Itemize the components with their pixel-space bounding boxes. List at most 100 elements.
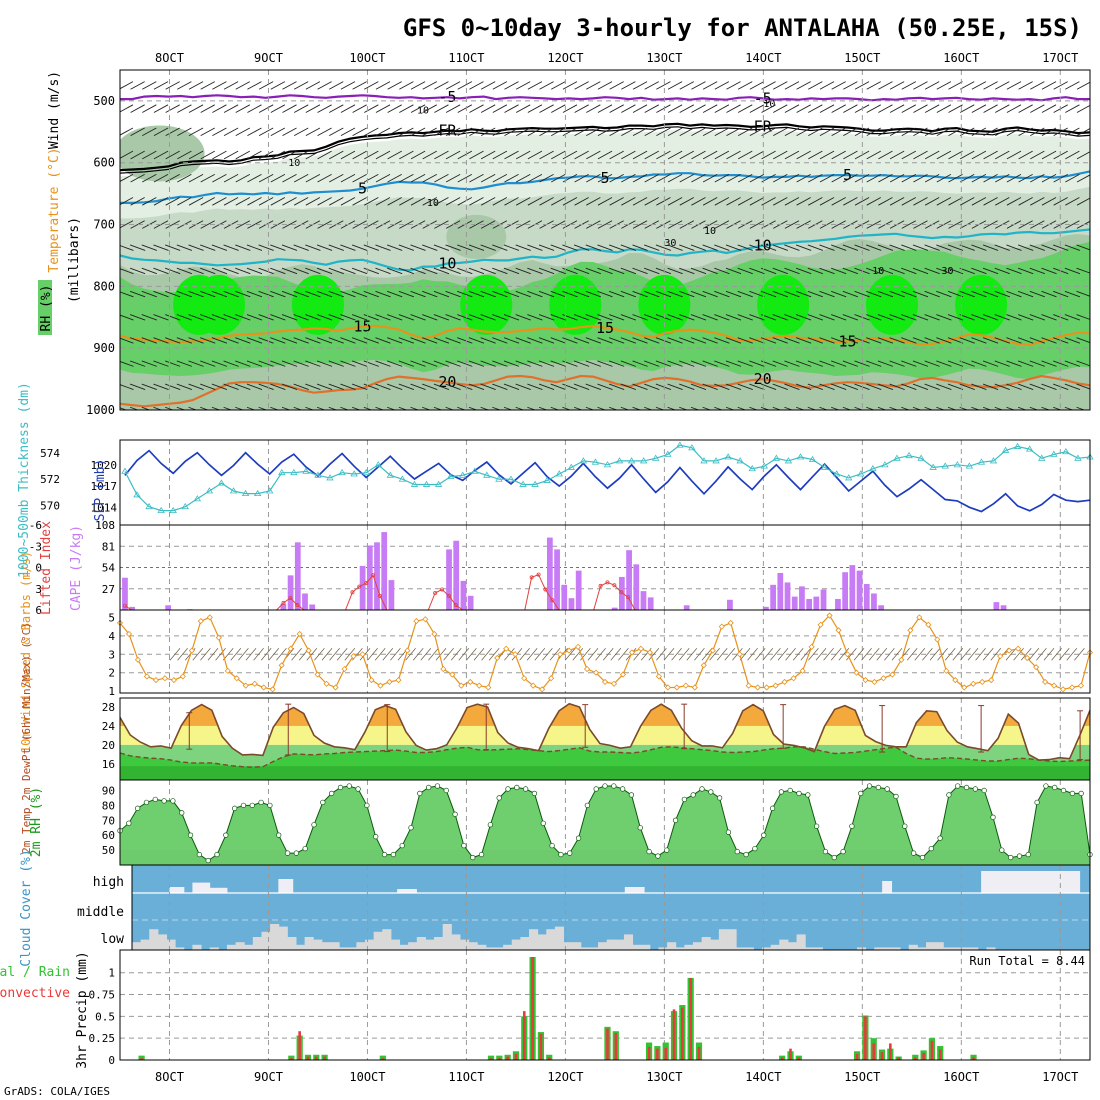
precip-conv-bar bbox=[664, 1047, 668, 1060]
thickness-marker bbox=[314, 471, 322, 478]
wind-barb bbox=[235, 314, 251, 321]
thickness-marker bbox=[579, 457, 588, 464]
precip-conv-bar bbox=[506, 1056, 509, 1060]
wind-barb bbox=[912, 314, 929, 321]
wind-barb bbox=[819, 360, 835, 367]
surface-wind-barb bbox=[960, 648, 971, 661]
wind-barb bbox=[457, 197, 473, 206]
rh-marker bbox=[761, 832, 767, 838]
wind-speed-marker bbox=[925, 621, 932, 628]
wind-barb bbox=[667, 267, 683, 275]
wind-barb bbox=[153, 406, 163, 410]
wind-barb bbox=[293, 383, 309, 390]
cloud-high-block bbox=[278, 879, 294, 893]
wind-barb bbox=[784, 314, 800, 321]
wind-barb bbox=[258, 314, 274, 321]
wind-barb bbox=[901, 337, 917, 344]
wind-barb bbox=[492, 406, 502, 410]
wind-barb bbox=[328, 360, 344, 367]
cape-bar bbox=[791, 596, 798, 610]
surface-wind-barb bbox=[808, 648, 819, 661]
rh-tick: 50 bbox=[102, 844, 115, 857]
thickness-marker bbox=[676, 441, 684, 448]
cape-bar bbox=[294, 542, 301, 610]
wind-barb bbox=[831, 127, 846, 137]
isotherm-label: 15 bbox=[353, 318, 371, 336]
cape-bar bbox=[374, 542, 380, 610]
wind-barb bbox=[352, 150, 367, 160]
wind-barb bbox=[620, 406, 630, 410]
wind-barb bbox=[129, 406, 139, 410]
rh-marker bbox=[231, 805, 238, 811]
wind-barb bbox=[854, 244, 870, 251]
dewpoint-line bbox=[119, 746, 1091, 768]
wind-barb bbox=[235, 81, 251, 90]
surface-wind-barb bbox=[975, 648, 986, 661]
wind-speed-marker bbox=[619, 671, 627, 678]
wind-barb bbox=[796, 127, 811, 137]
wind-barb bbox=[503, 337, 520, 344]
surface-wind-barb bbox=[846, 648, 857, 661]
surface-wind-barb bbox=[306, 648, 318, 661]
cape-bar bbox=[626, 550, 632, 610]
cape-bar bbox=[640, 591, 647, 610]
wind-barb bbox=[1018, 220, 1033, 229]
cloud-low-bar bbox=[140, 939, 150, 950]
thickness-marker bbox=[181, 502, 189, 510]
wind-barb bbox=[120, 220, 134, 229]
rh-tick: 90 bbox=[102, 784, 115, 797]
cloud-low-bar bbox=[261, 931, 271, 950]
date-tick-bottom: 15OCT bbox=[844, 1070, 880, 1084]
wind-barb bbox=[913, 220, 928, 229]
wind-barb bbox=[702, 406, 712, 410]
wind-barb bbox=[971, 406, 981, 410]
pressure-tick: 500 bbox=[93, 94, 115, 108]
temp-tick: 16 bbox=[102, 758, 115, 771]
wind-barb bbox=[235, 383, 251, 390]
wind-barb bbox=[1041, 360, 1057, 367]
wind-barb bbox=[982, 290, 999, 298]
wind-barb bbox=[340, 150, 356, 160]
cape-bar bbox=[554, 549, 560, 610]
wind-barb bbox=[854, 406, 864, 410]
wind-barb bbox=[340, 81, 356, 90]
wind-barb bbox=[702, 220, 718, 229]
thickness-marker bbox=[193, 495, 202, 502]
wind-barb bbox=[877, 406, 887, 410]
surface-wind-barb bbox=[944, 648, 956, 661]
wind-barb bbox=[258, 81, 274, 90]
rh-marker bbox=[990, 814, 996, 820]
wind-barb bbox=[188, 81, 204, 90]
wind-barb bbox=[971, 81, 987, 90]
wind-barb bbox=[188, 104, 204, 113]
wind-barb bbox=[585, 406, 595, 410]
wind-barb bbox=[609, 383, 625, 390]
wind-speed-marker bbox=[1006, 647, 1013, 654]
rh-marker bbox=[884, 786, 890, 792]
wind-barb bbox=[153, 244, 169, 251]
wind-barb bbox=[141, 244, 157, 251]
wind-barb bbox=[550, 360, 566, 367]
wind-speed-marker bbox=[844, 651, 851, 658]
rh-marker bbox=[373, 834, 379, 840]
wind-barb bbox=[585, 290, 601, 298]
wind-barb bbox=[433, 267, 450, 275]
wind-barb bbox=[866, 197, 881, 206]
wind-barb bbox=[258, 173, 274, 183]
cloud-low-bar bbox=[796, 934, 806, 950]
wind-speed-marker bbox=[125, 630, 133, 638]
wind-barb bbox=[784, 244, 800, 251]
wind-barb bbox=[387, 337, 403, 344]
wind-barb bbox=[316, 267, 333, 275]
wind-barb bbox=[1030, 81, 1045, 90]
wind-barb bbox=[410, 267, 426, 275]
rh-marker bbox=[461, 842, 467, 849]
cape-bar bbox=[856, 570, 863, 610]
wind-barb bbox=[667, 220, 683, 229]
thickness-marker bbox=[615, 457, 624, 464]
surface-wind-barb bbox=[792, 648, 804, 661]
wind-barb bbox=[445, 173, 461, 183]
wind-barb bbox=[387, 360, 403, 367]
wind-barb bbox=[807, 406, 817, 410]
wind-barb bbox=[1029, 360, 1045, 367]
